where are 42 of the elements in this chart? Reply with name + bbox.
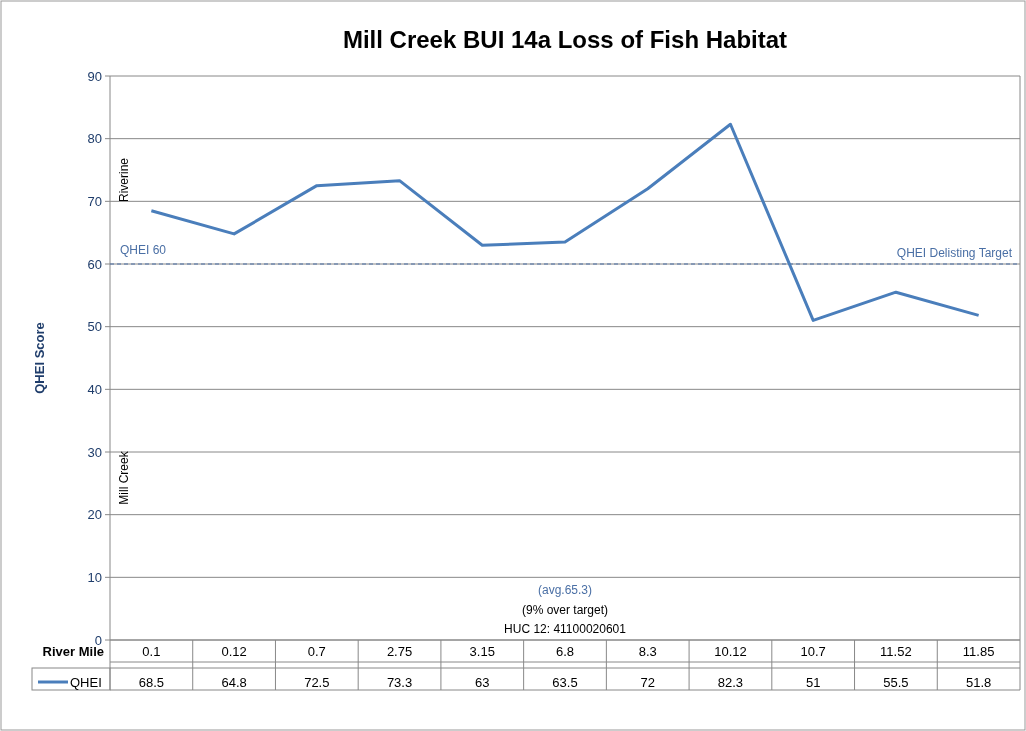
y-tick-label: 30 [87,444,102,460]
y-tick-label: 90 [87,68,102,84]
data-label: 51 [805,675,821,690]
chart-title: Mill Creek BUI 14a Loss of Fish Habitat [342,26,788,53]
data-label: 72 [640,675,655,690]
data-label: 51.8 [965,675,992,690]
x-tick-label: 0.12 [221,644,247,659]
annotation: (avg.65.3) [537,583,593,597]
y-tick-label: 10 [87,569,102,585]
data-label: 72.5 [304,675,330,690]
y-tick-label: 20 [87,507,102,523]
data-label: 55.5 [883,675,909,690]
x-tick-label: 11.52 [880,644,912,659]
ref-line-label: QHEI Delisting Target [896,246,1013,260]
y-tick-label: 70 [87,193,102,209]
x-tick-label: 3.15 [469,644,495,659]
x-tick-label: 8.3 [638,644,657,659]
data-label: 82.3 [717,675,744,690]
y-tick-label: 50 [87,319,102,335]
annotation: HUC 12: 41100020601 [504,622,627,636]
annotation: Mill Creek [117,450,131,505]
x-tick-label: 11.85 [962,644,995,659]
annotation: (9% over target) [521,603,609,617]
y-axis-title: QHEI Score [32,322,47,394]
y-tick-label: 60 [87,256,102,272]
annotation: Riverine [117,157,131,203]
data-label: 73.3 [386,675,413,690]
x-tick-label: 10.12 [714,644,747,659]
line-series [149,122,981,322]
x-tick-label: 6.8 [555,644,575,659]
legend-label: QHEI [70,675,102,690]
data-label: 68.5 [138,675,165,690]
data-label: 63.5 [552,675,578,690]
x-tick-label: 0.1 [142,644,161,659]
y-tick-label: 80 [87,131,102,147]
x-tick-label: 2.75 [386,644,413,659]
data-label: 63 [475,675,490,690]
y-tick-label: 40 [87,381,102,397]
annotation: QHEI 60 [120,243,167,257]
x-tick-label: 10.7 [800,644,826,659]
data-label: 64.8 [221,675,247,690]
x-tick-label: 0.7 [307,644,326,659]
